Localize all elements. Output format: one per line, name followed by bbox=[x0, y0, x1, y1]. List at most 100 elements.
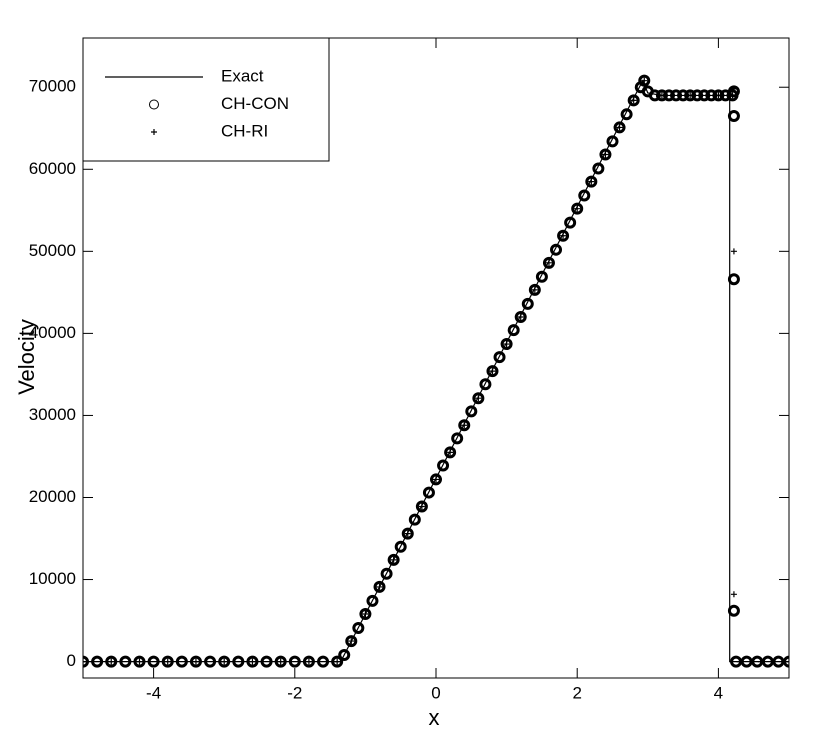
plus-marker bbox=[108, 658, 115, 665]
y-tick-label: 50000 bbox=[29, 241, 76, 260]
y-tick-label: 70000 bbox=[29, 77, 76, 96]
plus-marker bbox=[348, 638, 355, 645]
circle-marker bbox=[430, 473, 442, 486]
plus-marker bbox=[517, 313, 524, 320]
circle-marker bbox=[380, 567, 393, 580]
legend-circle bbox=[149, 99, 159, 110]
circle-marker bbox=[394, 540, 407, 553]
circle-marker bbox=[338, 649, 351, 662]
x-axis-title: x bbox=[429, 705, 440, 730]
circle-marker bbox=[359, 608, 372, 620]
circle-marker bbox=[627, 94, 640, 107]
plus-marker bbox=[433, 476, 439, 483]
plus-marker bbox=[616, 124, 623, 131]
plus-marker bbox=[531, 286, 538, 293]
circle-marker bbox=[662, 89, 675, 102]
circle-marker bbox=[542, 256, 555, 269]
plus-marker bbox=[334, 658, 341, 665]
legend-box bbox=[82, 37, 330, 162]
circle-marker bbox=[105, 655, 118, 668]
circle-marker bbox=[317, 655, 330, 668]
circle-marker bbox=[465, 405, 478, 418]
circle-marker bbox=[514, 310, 527, 323]
circle-marker bbox=[638, 74, 651, 87]
plus-marker bbox=[305, 658, 312, 665]
plus-marker bbox=[786, 658, 789, 665]
plus-marker bbox=[503, 341, 510, 348]
y-tick-label: 0 bbox=[67, 651, 76, 670]
circle-marker bbox=[606, 135, 619, 148]
plus-marker bbox=[475, 395, 482, 402]
circle-marker bbox=[479, 378, 492, 391]
circle-marker bbox=[415, 500, 428, 513]
circle-marker bbox=[648, 89, 661, 102]
circle-marker bbox=[387, 553, 400, 566]
circle-marker bbox=[274, 655, 287, 668]
circle-marker bbox=[727, 604, 740, 617]
circle-marker bbox=[528, 283, 541, 296]
circle-marker bbox=[437, 459, 450, 472]
circle-marker bbox=[684, 89, 697, 102]
circle-marker bbox=[119, 655, 132, 668]
plus-marker bbox=[221, 658, 228, 665]
circle-marker bbox=[761, 655, 774, 668]
plus-marker bbox=[164, 658, 171, 665]
plus-marker bbox=[630, 97, 637, 104]
plus-marker bbox=[136, 658, 143, 665]
circle-marker bbox=[599, 148, 612, 161]
plus-marker bbox=[277, 658, 284, 665]
plus-marker bbox=[461, 422, 468, 429]
circle-marker bbox=[578, 189, 591, 202]
circle-marker bbox=[772, 655, 785, 668]
plus-marker bbox=[730, 248, 737, 255]
legend-label: CH-RI bbox=[221, 121, 268, 140]
circle-marker bbox=[345, 635, 358, 648]
plus-marker bbox=[404, 530, 411, 537]
circle-marker bbox=[712, 89, 725, 102]
x-tick-label: -4 bbox=[146, 683, 161, 702]
circle-marker bbox=[83, 655, 89, 668]
legend-label: CH-CON bbox=[221, 94, 289, 113]
circle-marker bbox=[613, 121, 626, 134]
plus-marker bbox=[545, 259, 552, 266]
plus-marker bbox=[249, 658, 256, 665]
plus-marker bbox=[588, 178, 595, 185]
circle-marker bbox=[444, 446, 457, 459]
circle-marker bbox=[260, 655, 273, 668]
circle-marker bbox=[727, 85, 740, 98]
plus-marker bbox=[390, 556, 397, 563]
circle-marker bbox=[783, 655, 789, 668]
circle-marker bbox=[451, 432, 464, 445]
plus-marker bbox=[489, 368, 496, 375]
circle-marker bbox=[493, 351, 506, 364]
circle-marker bbox=[705, 89, 718, 102]
plus-marker bbox=[560, 232, 567, 239]
circle-marker bbox=[147, 655, 160, 668]
circle-marker bbox=[500, 338, 513, 351]
plus-marker bbox=[602, 151, 609, 158]
x-tick-label: 4 bbox=[714, 683, 723, 702]
x-tick-label: 2 bbox=[572, 683, 581, 702]
plus-marker bbox=[447, 449, 454, 456]
circle-marker bbox=[677, 89, 690, 102]
circle-marker bbox=[507, 324, 520, 337]
circle-marker bbox=[740, 655, 753, 668]
circle-marker bbox=[521, 297, 534, 310]
plus-marker bbox=[574, 205, 581, 212]
circle-marker bbox=[331, 655, 344, 668]
circle-marker bbox=[218, 655, 231, 668]
y-tick-label: 60000 bbox=[29, 159, 76, 178]
circle-marker bbox=[458, 419, 471, 432]
circle-marker bbox=[373, 580, 386, 593]
plus-marker bbox=[362, 611, 369, 617]
circle-marker bbox=[691, 89, 704, 102]
plus-marker bbox=[83, 658, 86, 665]
circle-marker bbox=[535, 270, 548, 283]
circle-marker bbox=[401, 527, 414, 540]
plot-area bbox=[83, 74, 789, 668]
circle-marker bbox=[91, 655, 104, 668]
circle-marker bbox=[422, 486, 435, 499]
x-tick-label: -2 bbox=[287, 683, 302, 702]
plus-marker bbox=[376, 583, 383, 590]
x-tick-label: 0 bbox=[431, 683, 440, 702]
